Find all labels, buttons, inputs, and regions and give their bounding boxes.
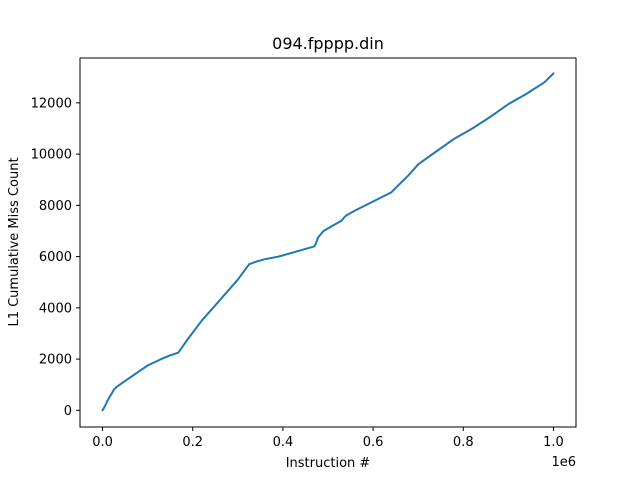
x-axis: 0.0 0.2 0.4 0.6 0.8 1.0	[92, 427, 564, 450]
y-tick-label: 8000	[39, 199, 72, 214]
y-tick-label: 0	[64, 404, 72, 419]
x-tick-label: 0.0	[92, 435, 113, 450]
y-tick-label: 12000	[31, 96, 72, 111]
x-tick-label: 0.8	[453, 435, 474, 450]
y-tick-label: 6000	[39, 250, 72, 265]
axes-frame	[79, 57, 577, 428]
chart-title: 094.fpppp.din	[272, 34, 384, 53]
x-tick-label: 1.0	[543, 435, 564, 450]
x-axis-label: Instruction #	[286, 456, 371, 471]
series-line-0	[101, 72, 555, 412]
y-axis-label: L1 Cumulative Miss Count	[7, 157, 22, 326]
x-tick-label: 0.2	[182, 435, 203, 450]
y-tick-label: 4000	[39, 301, 72, 316]
x-axis-offset-label: 1e6	[551, 455, 576, 470]
x-tick-label: 0.4	[273, 435, 294, 450]
x-tick-label: 0.6	[363, 435, 384, 450]
y-axis: 0 2000 4000 6000 8000 10000 12000	[31, 96, 80, 419]
plot-area	[101, 72, 555, 412]
y-tick-label: 2000	[39, 353, 72, 368]
y-tick-label: 10000	[31, 148, 72, 163]
